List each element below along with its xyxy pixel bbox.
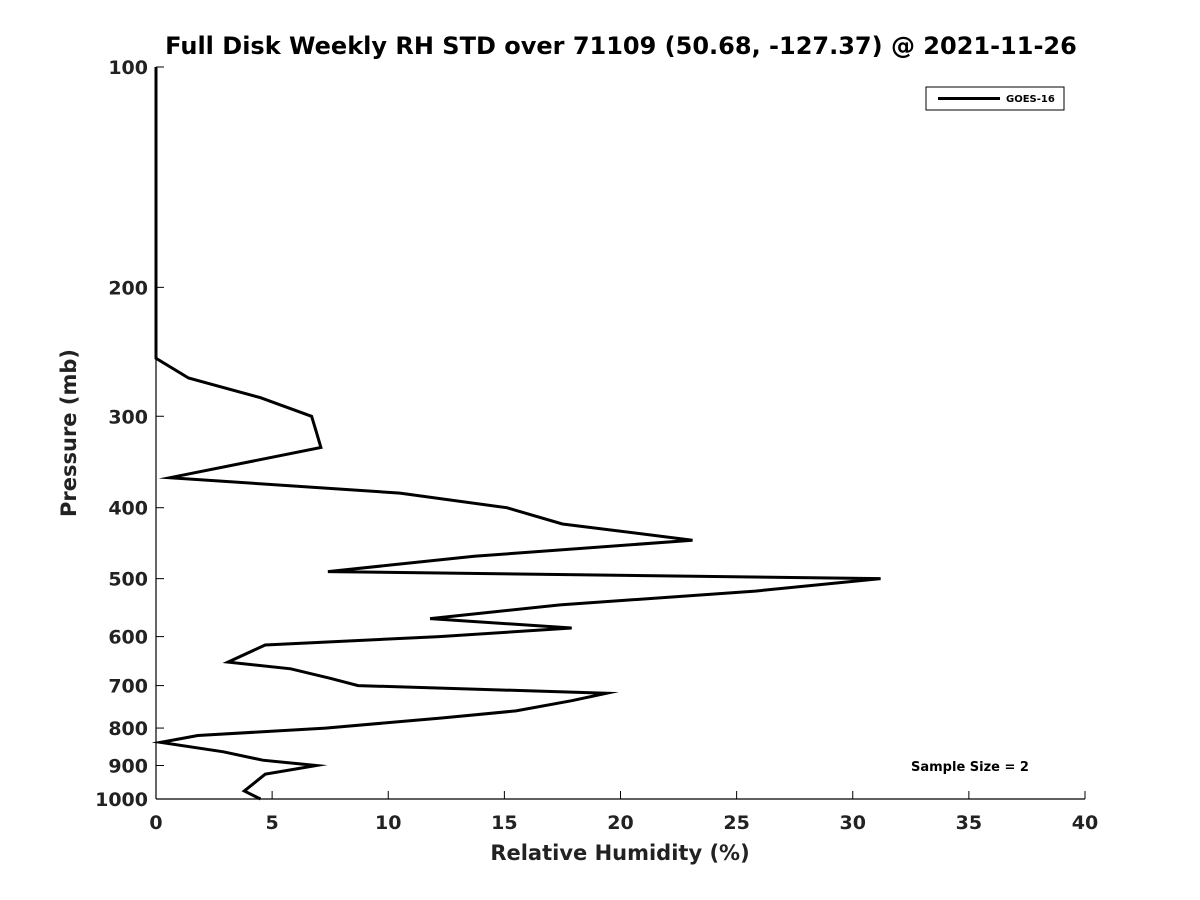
y-tick-label: 700 (108, 676, 148, 698)
x-tick-label: 35 (956, 812, 982, 834)
x-tick-label: 0 (149, 812, 162, 834)
x-ticks: 0 5 10 15 20 25 30 35 40 (149, 791, 1098, 834)
x-tick-label: 10 (375, 812, 401, 834)
y-tick-label: 400 (108, 498, 148, 520)
y-tick-label: 1000 (95, 789, 148, 811)
y-tick-label: 900 (108, 756, 148, 778)
legend: GOES-16 (925, 86, 1065, 111)
x-tick-label: 5 (266, 812, 279, 834)
x-axis-label: Relative Humidity (%) (490, 841, 749, 865)
x-tick-label: 15 (491, 812, 517, 834)
x-tick-label: 20 (607, 812, 633, 834)
y-axis-label: Pressure (mb) (57, 349, 81, 517)
y-tick-label: 300 (108, 406, 148, 428)
y-tick-label: 200 (108, 277, 148, 299)
y-tick-label: 600 (108, 627, 148, 649)
x-tick-label: 30 (840, 812, 866, 834)
y-tick-label: 100 (108, 57, 148, 79)
y-tick-label: 500 (108, 569, 148, 591)
series-line-goes-16 (151, 67, 881, 801)
x-tick-label: 25 (723, 812, 749, 834)
x-tick-label: 40 (1072, 812, 1098, 834)
series-layer (151, 67, 881, 801)
legend-label-goes-16: GOES-16 (1006, 94, 1055, 105)
sample-size-annotation: Sample Size = 2 (911, 760, 1029, 775)
y-tick-label: 800 (108, 718, 148, 740)
chart-title: Full Disk Weekly RH STD over 71109 (50.6… (165, 32, 1077, 60)
y-ticks: 100 200 300 400 500 600 700 800 900 1000 (95, 57, 164, 811)
